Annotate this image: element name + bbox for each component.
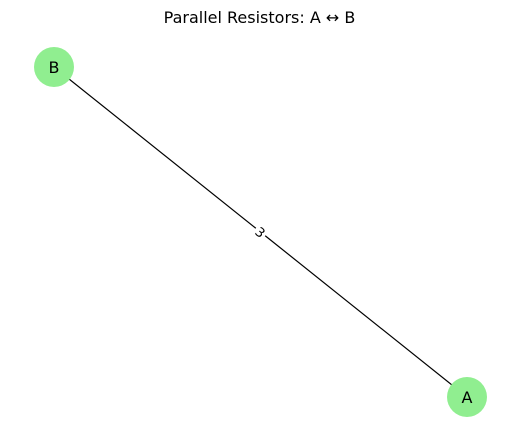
diagram-title: Parallel Resistors: A ↔ B bbox=[164, 8, 356, 27]
node-a-circle[interactable] bbox=[447, 377, 487, 417]
node-b-label: B bbox=[49, 58, 60, 77]
node-b-circle[interactable] bbox=[34, 47, 74, 87]
edge-label-background bbox=[250, 222, 271, 242]
edge-b-a: 3 bbox=[53, 66, 468, 398]
node-b[interactable]: B bbox=[34, 47, 74, 87]
node-a-label: A bbox=[462, 388, 473, 407]
node-a[interactable]: A bbox=[447, 377, 487, 417]
edge-b-a-label-group: 3 bbox=[250, 222, 271, 242]
